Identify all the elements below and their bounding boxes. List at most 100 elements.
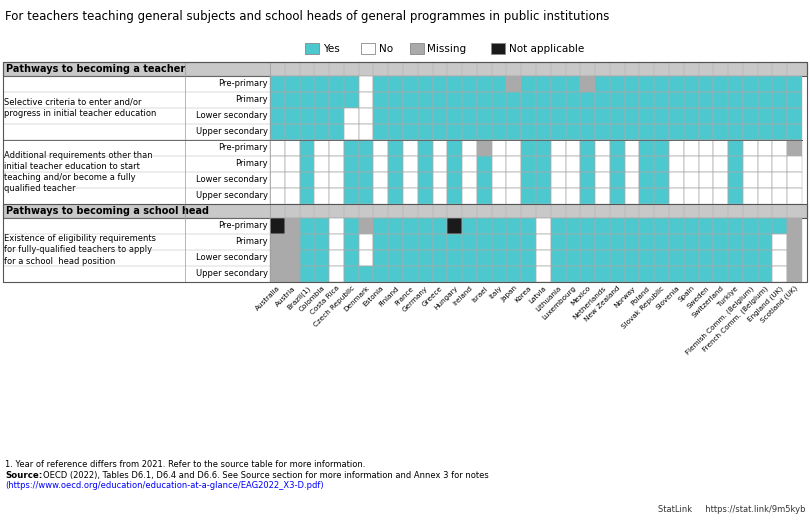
Bar [300, 92, 314, 108]
Bar [536, 234, 551, 250]
Bar [477, 188, 492, 204]
Bar [639, 172, 654, 188]
Text: Ireland: Ireland [452, 285, 474, 307]
Bar [773, 76, 787, 92]
Bar [565, 266, 580, 282]
Text: Primary: Primary [236, 160, 268, 169]
Text: Israel: Israel [471, 285, 488, 303]
Bar [654, 172, 669, 188]
Bar [418, 124, 433, 140]
Bar [329, 234, 344, 250]
Bar [492, 172, 506, 188]
Bar [418, 156, 433, 172]
Text: (https://www.oecd.org/education/education-at-a-glance/EAG2022_X3-D.pdf): (https://www.oecd.org/education/educatio… [5, 481, 324, 490]
Bar [625, 250, 639, 266]
Bar [565, 140, 580, 156]
Bar [595, 218, 610, 234]
Bar [521, 140, 536, 156]
Bar [329, 124, 344, 140]
Bar [270, 108, 285, 124]
Bar [610, 76, 625, 92]
Bar [714, 188, 728, 204]
Bar [463, 172, 477, 188]
Bar [506, 92, 521, 108]
Text: Norway: Norway [612, 285, 637, 309]
Bar [773, 124, 787, 140]
Bar [654, 92, 669, 108]
Bar [447, 218, 463, 234]
Bar [610, 124, 625, 140]
Bar [580, 140, 595, 156]
Bar [698, 172, 714, 188]
Bar [388, 234, 403, 250]
Bar [373, 108, 388, 124]
Bar [669, 172, 684, 188]
Bar [0, 469, 810, 499]
Text: Estonia: Estonia [362, 285, 385, 308]
Bar [669, 218, 684, 234]
Text: Denmark: Denmark [343, 285, 370, 313]
Text: Pathways to becoming a school head: Pathways to becoming a school head [6, 206, 209, 216]
Bar [418, 218, 433, 234]
Bar [521, 156, 536, 172]
Bar [787, 108, 802, 124]
Bar [551, 92, 565, 108]
Bar [757, 156, 773, 172]
Text: Yes: Yes [323, 44, 339, 54]
Text: Pathways to becoming a teacher: Pathways to becoming a teacher [6, 64, 185, 74]
Text: Czech Republic: Czech Republic [313, 285, 356, 328]
Bar [359, 108, 373, 124]
Bar [433, 140, 447, 156]
Bar [403, 250, 418, 266]
Bar [285, 140, 300, 156]
Bar [595, 188, 610, 204]
Bar [447, 92, 463, 108]
Bar [625, 76, 639, 92]
Text: Upper secondary: Upper secondary [196, 192, 268, 200]
Bar [639, 266, 654, 282]
Bar [787, 92, 802, 108]
Bar [403, 266, 418, 282]
Text: Australia: Australia [255, 285, 282, 312]
Bar [743, 140, 757, 156]
Bar [521, 234, 536, 250]
Bar [359, 140, 373, 156]
Bar [403, 218, 418, 234]
Bar [506, 172, 521, 188]
Bar [580, 108, 595, 124]
Bar [610, 266, 625, 282]
Bar [714, 140, 728, 156]
Bar [344, 124, 359, 140]
Bar [477, 108, 492, 124]
Bar [743, 188, 757, 204]
Text: OECD (2022), Tables D6.1, D6.4 and D6.6. See Source section for more information: OECD (2022), Tables D6.1, D6.4 and D6.6.… [43, 471, 492, 480]
Bar [388, 76, 403, 92]
Bar [757, 140, 773, 156]
Bar [403, 156, 418, 172]
Bar [305, 43, 319, 54]
Bar [344, 218, 359, 234]
Bar [728, 140, 743, 156]
Bar [270, 266, 285, 282]
Text: No: No [378, 44, 393, 54]
Bar [565, 250, 580, 266]
Bar [344, 266, 359, 282]
Bar [314, 124, 329, 140]
Bar [698, 108, 714, 124]
Bar [359, 172, 373, 188]
Text: Additional requirements other than
initial teacher education to start
teaching a: Additional requirements other than initi… [4, 151, 152, 193]
Bar [300, 234, 314, 250]
Bar [388, 108, 403, 124]
Bar [270, 172, 285, 188]
Bar [359, 218, 373, 234]
Bar [565, 172, 580, 188]
Bar [773, 108, 787, 124]
Bar [506, 156, 521, 172]
Bar [714, 172, 728, 188]
Bar [580, 124, 595, 140]
Bar [314, 188, 329, 204]
Text: Lower secondary: Lower secondary [196, 175, 268, 184]
Bar [580, 218, 595, 234]
Bar [757, 76, 773, 92]
Bar [551, 124, 565, 140]
